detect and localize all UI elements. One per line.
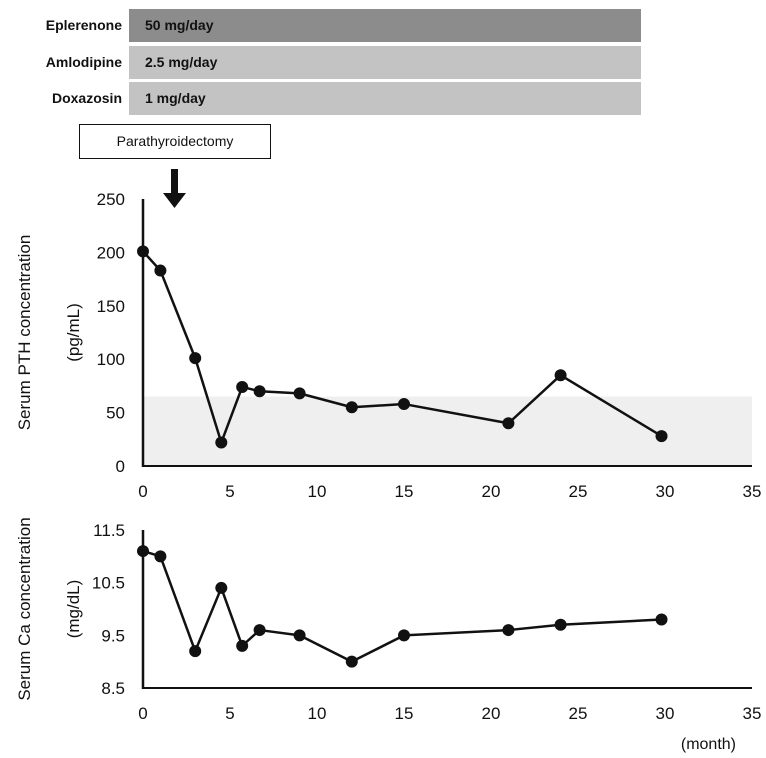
- reference-range-band: [143, 396, 752, 466]
- x-tick-label: 5: [225, 482, 234, 501]
- y-tick-label: 10.5: [92, 574, 125, 593]
- y-tick-label: 8.5: [101, 679, 125, 698]
- data-point: [236, 639, 249, 652]
- medication-duration-bar: 50 mg/day: [129, 9, 641, 42]
- data-point: [398, 629, 410, 642]
- chart-0: 0 50 100 150 200 250 0 5 10 15 20 25 30 35 Serum PTH c…: [15, 190, 761, 501]
- x-tick-label: 0: [138, 704, 147, 723]
- data-point: [655, 613, 668, 626]
- data-point: [345, 401, 358, 414]
- x-tick-label: 20: [482, 482, 501, 501]
- x-tick-label: 35: [743, 482, 762, 501]
- data-point: [137, 245, 149, 258]
- y-tick-label: 9.5: [101, 626, 125, 645]
- x-tick-label: 30: [656, 704, 675, 723]
- chart-1: 8.5 9.5 10.5 11.5 0 5 10 15 20 25 30 35 Serum Ca con…: [15, 517, 761, 723]
- x-tick-label: 30: [656, 482, 675, 501]
- data-point: [215, 436, 228, 449]
- x-tick-label: 10: [308, 482, 327, 501]
- data-point: [554, 618, 567, 631]
- y-tick-label: 50: [106, 404, 125, 423]
- data-point: [293, 629, 306, 642]
- data-point: [345, 655, 358, 668]
- series-line: [142, 250, 663, 444]
- x-tick-label: 20: [482, 704, 501, 723]
- y-tick-label: 100: [97, 350, 125, 369]
- x-tick-label: 15: [395, 482, 414, 501]
- series-line: [142, 549, 662, 663]
- y-tick-label: 250: [97, 190, 125, 209]
- y-axis-label: Serum PTH concentration: [15, 235, 34, 431]
- data-point: [189, 352, 202, 365]
- data-point: [236, 380, 249, 393]
- data-point: [502, 417, 515, 430]
- y-tick-label: 0: [116, 457, 125, 476]
- x-tick-label: 25: [569, 704, 588, 723]
- data-point: [253, 624, 266, 637]
- x-tick-label: 35: [743, 704, 762, 723]
- x-axis-unit-label: (month): [681, 736, 736, 753]
- y-axis-label: Serum Ca concentration: [15, 517, 34, 700]
- data-point: [502, 624, 515, 637]
- x-tick-label: 25: [569, 482, 588, 501]
- data-point: [215, 581, 228, 594]
- y-tick-label: 11.5: [93, 521, 125, 540]
- x-tick-label: 5: [225, 704, 234, 723]
- surgery-arrow-icon: [163, 169, 186, 208]
- medication-duration-bar: 1 mg/day: [129, 82, 641, 115]
- y-axis-unit-label: (pg/mL): [64, 303, 83, 362]
- y-tick-label: 150: [97, 297, 125, 316]
- data-point: [398, 398, 410, 411]
- data-point: [154, 550, 167, 563]
- surgery-event-label: Parathyroidectomy: [79, 124, 271, 159]
- data-point: [189, 645, 202, 658]
- medication-name: Doxazosin: [51, 90, 122, 106]
- y-tick-label: 200: [97, 243, 125, 262]
- data-point: [154, 264, 167, 277]
- data-point: [655, 430, 668, 443]
- data-point: [293, 387, 306, 400]
- x-tick-label: 15: [395, 704, 414, 723]
- data-point: [554, 369, 567, 382]
- x-tick-label: 0: [138, 482, 147, 501]
- y-axis-unit-label: (mg/dL): [64, 580, 83, 639]
- x-tick-label: 10: [308, 704, 327, 723]
- medication-name: Eplerenone: [45, 17, 122, 33]
- medication-duration-bar: 2.5 mg/day: [129, 46, 641, 79]
- data-point: [253, 385, 266, 398]
- data-point: [137, 545, 149, 558]
- medication-name: Amlodipine: [45, 54, 122, 70]
